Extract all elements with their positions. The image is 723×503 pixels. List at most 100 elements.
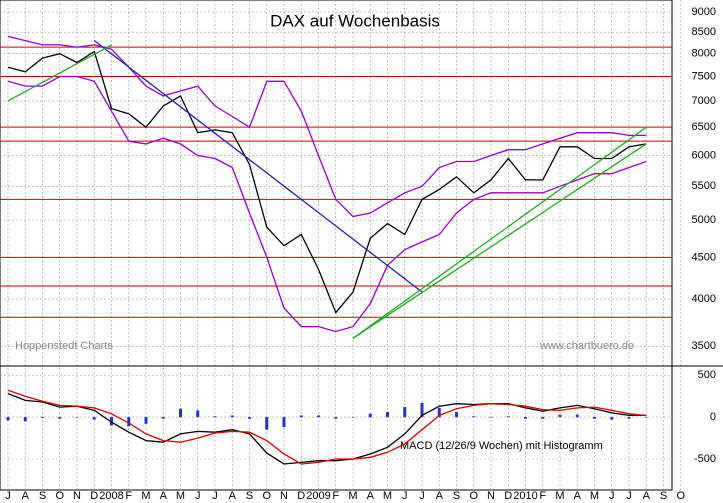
histogram-bar [558, 414, 562, 418]
histogram-bar [627, 417, 631, 419]
y-tick-label: 9000 [692, 6, 716, 18]
y-tick-label: 4500 [692, 251, 716, 263]
x-tick-label: F [332, 490, 339, 502]
x-tick-label: 2010 [513, 490, 537, 502]
series-line [7, 389, 647, 465]
series-line [352, 126, 647, 339]
x-tick-label: A [574, 490, 582, 502]
x-tick-label: A [160, 490, 168, 502]
y-tick-label: 7000 [692, 95, 716, 107]
x-tick-label: A [22, 490, 30, 502]
y-tick-label: 4000 [692, 293, 716, 305]
x-tick-label: M [590, 490, 599, 502]
x-tick-label: A [643, 490, 651, 502]
histogram-bar [127, 417, 131, 427]
y-tick-label: 5000 [692, 214, 716, 226]
y-tick-label: 3500 [692, 340, 716, 352]
x-tick-label: 2008 [99, 490, 123, 502]
histogram-bar [75, 417, 79, 418]
histogram-bar [455, 412, 458, 418]
histogram-bar [368, 413, 372, 418]
chart-title: DAX auf Wochenbasis [270, 11, 440, 30]
histogram-bar [506, 416, 510, 418]
x-tick-label: 2009 [306, 490, 330, 502]
histogram-bar [23, 417, 27, 422]
x-tick-label: S [39, 490, 46, 502]
x-tick-label: J [609, 490, 615, 502]
x-tick-label: F [125, 490, 132, 502]
series-line [352, 143, 647, 339]
website: www.chartbuero.de [539, 340, 634, 352]
histogram-bar [593, 417, 596, 419]
histogram-bar [161, 417, 165, 419]
histogram-bar [489, 417, 493, 418]
histogram-bar [334, 417, 338, 419]
histogram-bar [472, 416, 476, 418]
annotation: MACD (12/26/9 Wochen) mit Histogramm [400, 440, 603, 452]
histogram-bar [6, 417, 10, 421]
y-tick-label: -500 [694, 453, 716, 465]
y-tick-label: 0 [710, 411, 716, 423]
x-tick-label: O [262, 490, 271, 502]
x-tick-label: A [229, 490, 237, 502]
x-tick-label: S [660, 490, 667, 502]
x-tick-label: N [73, 490, 81, 502]
histogram-bar [317, 415, 320, 418]
histogram-bar [524, 417, 527, 419]
x-tick-label: M [176, 490, 185, 502]
source: Hoppenstedt Charts [15, 340, 113, 352]
x-tick-label: M [383, 490, 392, 502]
x-tick-label: J [195, 490, 201, 502]
histogram-bar [265, 417, 269, 430]
x-tick-label: J [419, 490, 425, 502]
histogram-bar [41, 417, 44, 418]
y-tick-label: 5500 [692, 180, 716, 192]
x-tick-label: J [626, 490, 632, 502]
series-line [7, 75, 647, 333]
histogram-bar [575, 414, 579, 418]
x-tick-label: M [141, 490, 150, 502]
x-tick-label: F [539, 490, 546, 502]
x-tick-label: N [487, 490, 495, 502]
x-tick-label: D [90, 490, 98, 502]
histogram-bar [420, 402, 424, 418]
x-tick-label: S [453, 490, 460, 502]
histogram-bar [144, 417, 148, 424]
x-tick-label: O [469, 490, 478, 502]
y-tick-label: 8500 [692, 26, 716, 38]
series-line [7, 50, 647, 314]
x-tick-label: O [676, 490, 685, 502]
series-line [7, 35, 647, 218]
histogram-bar [610, 417, 614, 420]
x-tick-label: A [367, 490, 375, 502]
histogram-bar [196, 410, 200, 418]
x-tick-label: S [246, 490, 253, 502]
histogram-bar [92, 417, 96, 420]
histogram-bar [213, 416, 217, 418]
histogram-bar [644, 417, 648, 418]
histogram-bar [282, 417, 286, 428]
histogram-bar [541, 417, 545, 419]
y-tick-label: 500 [698, 369, 716, 381]
x-tick-label: J [212, 490, 218, 502]
histogram-bar [248, 417, 251, 419]
x-tick-label: J [5, 490, 11, 502]
x-tick-label: O [55, 490, 64, 502]
x-tick-label: D [504, 490, 512, 502]
series-line [93, 40, 423, 293]
histogram-bar [351, 417, 355, 418]
x-tick-label: M [348, 490, 357, 502]
histogram-bar [386, 412, 389, 418]
x-tick-label: A [436, 490, 444, 502]
series-line [7, 44, 112, 102]
histogram-bar [437, 407, 441, 418]
y-tick-label: 6500 [692, 121, 716, 133]
y-tick-label: 6000 [692, 149, 716, 161]
histogram-bar [299, 415, 303, 418]
histogram-bar [110, 417, 113, 426]
histogram-bar [58, 417, 62, 419]
x-tick-label: M [555, 490, 564, 502]
histogram-bar [403, 407, 407, 418]
x-tick-label: N [280, 490, 288, 502]
